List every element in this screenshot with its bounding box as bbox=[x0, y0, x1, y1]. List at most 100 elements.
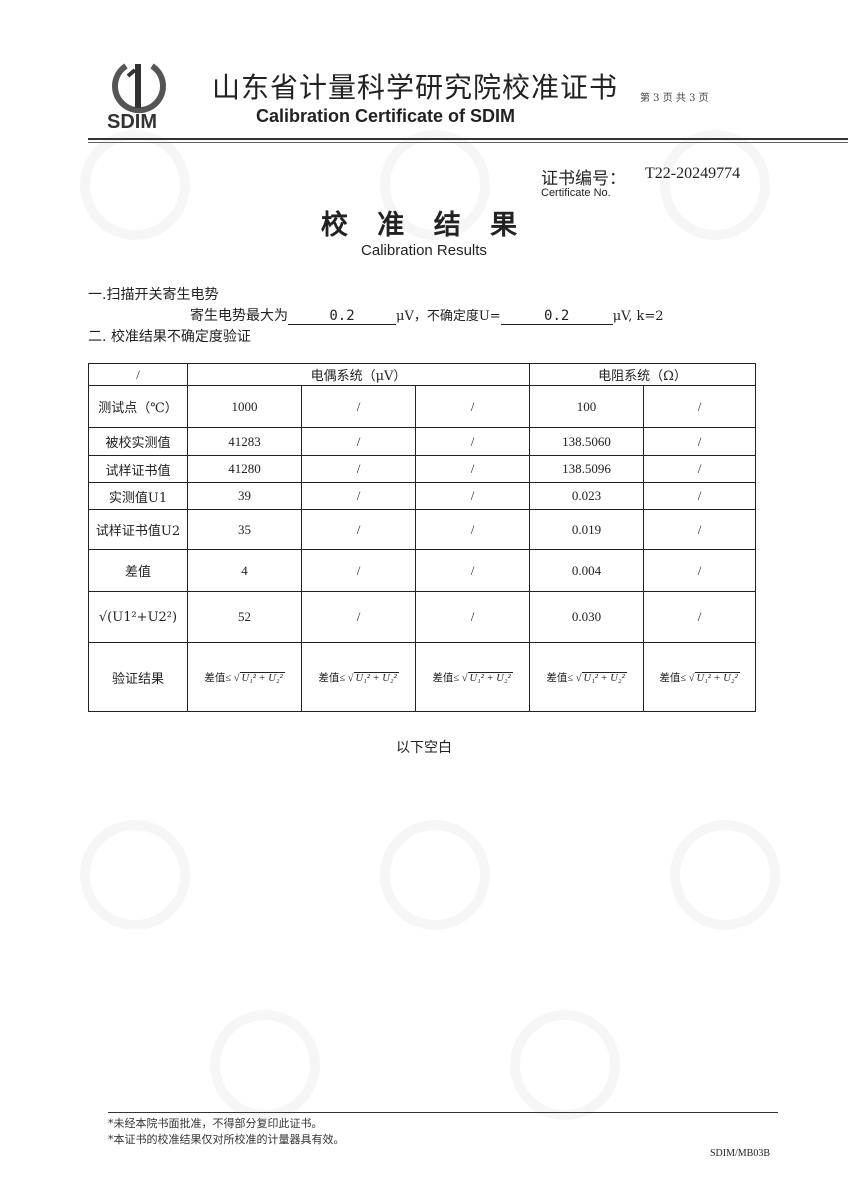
footer-note: *未经本院书面批准，不得部分复印此证书。 bbox=[108, 1117, 323, 1130]
table-cell: / bbox=[415, 482, 530, 510]
table-cell: / bbox=[301, 591, 416, 643]
corner-cell: / bbox=[88, 363, 188, 386]
table-cell: / bbox=[415, 591, 530, 643]
table-cell: / bbox=[643, 549, 756, 592]
table-cell: / bbox=[301, 549, 416, 592]
certificate-no-label-en: Certificate No. bbox=[541, 187, 611, 199]
table-cell: 41283 bbox=[187, 427, 302, 456]
row-label: 实测值U1 bbox=[88, 482, 188, 510]
row-label: 试样证书值U2 bbox=[88, 509, 188, 550]
table-cell: / bbox=[643, 455, 756, 483]
table-cell: 39 bbox=[187, 482, 302, 510]
resistance-header: 电阻系统（Ω） bbox=[529, 363, 756, 386]
line-prefix: 寄生电势最大为 bbox=[190, 308, 288, 324]
cell-text: 差值≤ bbox=[318, 672, 346, 684]
table-cell: / bbox=[415, 509, 530, 550]
thermocouple-header: 电偶系统（μV） bbox=[187, 363, 530, 386]
sqrt-formula: U₁² + U₂² bbox=[581, 671, 627, 684]
table-cell: 0.004 bbox=[529, 549, 644, 592]
cell-text: 差值≤ bbox=[204, 672, 232, 684]
table-cell: 差值≤ √ U₁² + U₂² bbox=[187, 642, 302, 712]
watermark-icon bbox=[210, 1010, 320, 1120]
footer-divider bbox=[108, 1112, 778, 1113]
form-code: SDIM/MB03B bbox=[710, 1148, 771, 1159]
institute-title: 山东省计量科学研究院校准证书 bbox=[212, 71, 619, 104]
unit-text: μV，不确定度U= bbox=[396, 309, 501, 324]
table-row: 差值 4//0.004/ bbox=[88, 549, 756, 592]
table-cell: 差值≤ √ U₁² + U₂² bbox=[415, 642, 530, 712]
footer-note: *本证书的校准结果仅对所校准的计量器具有效。 bbox=[108, 1133, 345, 1146]
watermark-icon bbox=[510, 1010, 620, 1120]
row-label: 被校实测值 bbox=[88, 427, 188, 456]
table-row: 测试点（℃） 1000//100/ bbox=[88, 385, 756, 428]
table-cell: 差值≤ √ U₁² + U₂² bbox=[301, 642, 416, 712]
table-cell: 0.030 bbox=[529, 591, 644, 643]
watermark-icon bbox=[670, 820, 780, 930]
table-cell: 差值≤ √ U₁² + U₂² bbox=[643, 642, 756, 712]
page-heading: 校 准 结 果 bbox=[320, 210, 528, 241]
sqrt-formula: U₁² + U₂² bbox=[467, 671, 513, 684]
table-cell: 35 bbox=[187, 509, 302, 550]
page-number: 第 3 页 共 3 页 bbox=[640, 93, 709, 104]
table-cell: / bbox=[415, 385, 530, 428]
table-cell: 差值≤ √ U₁² + U₂² bbox=[529, 642, 644, 712]
table-cell: / bbox=[415, 549, 530, 592]
table-cell: / bbox=[301, 455, 416, 483]
table-cell: 100 bbox=[529, 385, 644, 428]
verification-table: / 电偶系统（μV） 电阻系统（Ω） 测试点（℃） 1000//100/被校实测值 41… bbox=[88, 363, 756, 712]
table-cell: / bbox=[643, 482, 756, 510]
max-emf-value: 0.2 bbox=[288, 308, 396, 325]
table-cell: / bbox=[301, 509, 416, 550]
table-cell: 1000 bbox=[187, 385, 302, 428]
unit-text: μV, k=2 bbox=[612, 309, 664, 324]
table-cell: 138.5060 bbox=[529, 427, 644, 456]
svg-text:SDIM: SDIM bbox=[107, 111, 157, 130]
table-cell: / bbox=[643, 591, 756, 643]
table-row: 验证结果 差值≤ √ U₁² + U₂² 差值≤ √ U₁² + U₂² 差值≤ √ U₁²… bbox=[88, 642, 756, 712]
sdim-logo-icon: SDIM bbox=[107, 63, 166, 130]
sqrt-formula: U₁² + U₂² bbox=[353, 671, 399, 684]
section2-title: 二. 校准结果不确定度验证 bbox=[88, 329, 251, 345]
blank-below-note: 以下空白 bbox=[396, 740, 452, 756]
parasitic-emf-line: 寄生电势最大为 0.2 μV，不确定度U= 0.2 μV, k=2 bbox=[190, 305, 664, 325]
institute-title-en: Calibration Certificate of SDIM bbox=[256, 106, 516, 126]
table-row: 被校实测值 41283//138.5060/ bbox=[88, 427, 756, 456]
watermark-icon bbox=[380, 820, 490, 930]
watermark-icon bbox=[80, 820, 190, 930]
table-cell: 41280 bbox=[187, 455, 302, 483]
sqrt-formula: U₁² + U₂² bbox=[694, 671, 740, 684]
row-label: √(U1²+U2²) bbox=[88, 591, 188, 643]
table-cell: / bbox=[415, 455, 530, 483]
row-label: 试样证书值 bbox=[88, 455, 188, 483]
table-cell: 138.5096 bbox=[529, 455, 644, 483]
certificate-no-label: 证书编号： bbox=[541, 169, 626, 189]
table-row: 试样证书值 41280//138.5096/ bbox=[88, 455, 756, 483]
cell-text: 差值≤ bbox=[432, 672, 460, 684]
sqrt-formula: U₁² + U₂² bbox=[239, 671, 285, 684]
section1-title: 一.扫描开关寄生电势 bbox=[88, 287, 219, 303]
certificate-number: T22-20249774 bbox=[645, 165, 741, 182]
table-cell: 52 bbox=[187, 591, 302, 643]
row-label: 差值 bbox=[88, 549, 188, 592]
table-cell: 0.019 bbox=[529, 509, 644, 550]
cell-text: 差值≤ bbox=[546, 672, 574, 684]
table-cell: 0.023 bbox=[529, 482, 644, 510]
row-label: 测试点（℃） bbox=[88, 385, 188, 428]
table-cell: / bbox=[415, 427, 530, 456]
header-divider bbox=[88, 142, 848, 143]
header-divider bbox=[88, 138, 848, 140]
table-cell: / bbox=[643, 427, 756, 456]
table-cell: 4 bbox=[187, 549, 302, 592]
page-heading-en: Calibration Results bbox=[361, 242, 487, 259]
row-label: 验证结果 bbox=[88, 642, 188, 712]
table-row: 实测值U1 39//0.023/ bbox=[88, 482, 756, 510]
table-cell: / bbox=[301, 427, 416, 456]
table-cell: / bbox=[301, 482, 416, 510]
table-row: √(U1²+U2²) 52//0.030/ bbox=[88, 591, 756, 643]
uncertainty-value: 0.2 bbox=[500, 308, 613, 325]
table-cell: / bbox=[643, 509, 756, 550]
table-cell: / bbox=[643, 385, 756, 428]
table-cell: / bbox=[301, 385, 416, 428]
table-row: 试样证书值U2 35//0.019/ bbox=[88, 509, 756, 550]
